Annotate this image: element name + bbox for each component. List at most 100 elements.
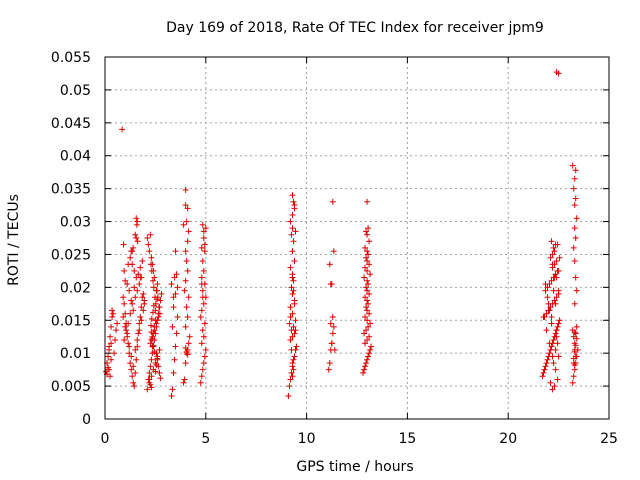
data-point bbox=[361, 274, 368, 281]
data-point bbox=[291, 202, 298, 209]
data-point bbox=[287, 376, 294, 383]
data-point bbox=[571, 329, 578, 336]
data-point bbox=[198, 244, 205, 251]
data-point bbox=[148, 329, 155, 336]
y-tick-labels: 0 0.005 0.01 0.015 0.02 0.025 0.03 0.035 0.04 0.0… bbox=[51, 50, 91, 428]
data-point bbox=[140, 290, 147, 297]
data-point bbox=[289, 225, 296, 232]
data-point bbox=[361, 330, 368, 337]
data-point bbox=[364, 307, 371, 314]
data-point bbox=[572, 330, 579, 337]
data-point bbox=[572, 342, 579, 349]
data-point bbox=[132, 346, 139, 353]
data-point bbox=[151, 274, 158, 281]
data-point bbox=[184, 313, 191, 320]
data-point bbox=[199, 258, 206, 265]
data-point bbox=[156, 304, 163, 311]
data-point bbox=[105, 364, 112, 371]
x-tick-labels: 0 5 10 15 20 25 bbox=[101, 431, 618, 447]
data-point bbox=[286, 320, 293, 327]
data-point bbox=[289, 290, 296, 297]
chart-title: Day 169 of 2018, Rate Of TEC Index for r… bbox=[166, 20, 544, 36]
data-point bbox=[127, 360, 134, 367]
data-point bbox=[287, 218, 294, 225]
data-point bbox=[365, 251, 372, 258]
data-point bbox=[364, 267, 371, 274]
data-point bbox=[573, 287, 580, 294]
data-point bbox=[171, 274, 178, 281]
data-point bbox=[126, 350, 133, 357]
data-point bbox=[128, 353, 135, 360]
data-point bbox=[107, 333, 114, 340]
data-point bbox=[134, 343, 141, 350]
data-point bbox=[362, 313, 369, 320]
data-point bbox=[197, 379, 204, 386]
data-point bbox=[151, 323, 158, 330]
data-point bbox=[555, 353, 562, 360]
data-point bbox=[368, 343, 375, 350]
data-point bbox=[151, 348, 158, 355]
data-point bbox=[146, 369, 153, 376]
data-point bbox=[572, 167, 579, 174]
x-tick-label: 5 bbox=[201, 431, 210, 447]
data-point bbox=[553, 258, 560, 265]
data-point bbox=[136, 327, 143, 334]
data-point bbox=[200, 235, 207, 241]
data-point bbox=[130, 363, 137, 370]
data-point bbox=[183, 258, 190, 265]
data-point bbox=[571, 348, 578, 355]
data-point bbox=[172, 248, 179, 255]
data-point bbox=[150, 284, 157, 291]
data-point bbox=[138, 304, 145, 311]
data-point bbox=[172, 290, 179, 297]
data-point bbox=[149, 343, 156, 350]
data-point bbox=[290, 356, 297, 363]
data-point bbox=[144, 235, 151, 241]
y-tick-label: 0.055 bbox=[51, 50, 91, 66]
data-point bbox=[200, 333, 207, 340]
data-point bbox=[148, 337, 155, 344]
data-point bbox=[185, 228, 192, 235]
data-point bbox=[539, 373, 546, 380]
y-tick-label: 0.01 bbox=[60, 346, 91, 362]
data-point bbox=[551, 274, 558, 281]
data-point bbox=[288, 231, 295, 238]
data-point bbox=[327, 320, 334, 327]
data-point bbox=[120, 313, 127, 320]
data-point bbox=[185, 340, 192, 347]
data-point bbox=[290, 323, 297, 330]
data-point bbox=[198, 274, 205, 281]
data-point bbox=[147, 381, 154, 388]
data-point bbox=[362, 264, 369, 271]
data-point bbox=[363, 284, 370, 291]
data-point bbox=[156, 369, 163, 376]
data-point bbox=[157, 297, 164, 304]
data-point bbox=[362, 363, 369, 370]
data-point bbox=[171, 356, 178, 363]
data-point bbox=[330, 248, 337, 255]
data-point bbox=[199, 327, 206, 334]
data-point bbox=[139, 294, 146, 301]
data-point bbox=[130, 379, 137, 386]
data-point bbox=[198, 307, 205, 314]
data-point bbox=[146, 376, 153, 383]
data-point bbox=[133, 215, 140, 222]
y-tick-label: 0.025 bbox=[51, 247, 91, 263]
data-point bbox=[326, 261, 333, 268]
data-point bbox=[182, 202, 189, 209]
data-point bbox=[150, 342, 157, 349]
data-point bbox=[173, 271, 180, 278]
data-point bbox=[554, 376, 561, 383]
data-point bbox=[329, 198, 336, 205]
data-point bbox=[147, 340, 154, 347]
data-point bbox=[149, 335, 156, 342]
data-point bbox=[363, 327, 370, 334]
data-point bbox=[134, 337, 141, 344]
data-point bbox=[548, 320, 555, 327]
data-point bbox=[329, 330, 336, 337]
data-point bbox=[553, 294, 560, 301]
data-point bbox=[199, 221, 206, 228]
data-point bbox=[147, 322, 154, 329]
data-point bbox=[186, 333, 193, 340]
data-point bbox=[199, 366, 206, 373]
